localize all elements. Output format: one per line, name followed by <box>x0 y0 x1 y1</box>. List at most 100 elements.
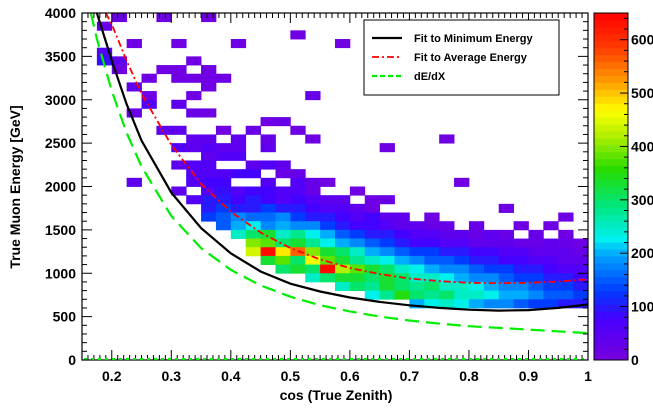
colorbar-label: 100 <box>631 299 653 315</box>
heatmap-cell <box>498 229 514 239</box>
x-tick-label: 0.4 <box>221 368 241 384</box>
heatmap-cell <box>260 221 276 231</box>
heatmap-cell <box>335 195 351 205</box>
heatmap-cell <box>483 247 500 257</box>
heatmap-cell <box>230 221 247 231</box>
color-scale: 0 100 200 300 400 500 600 <box>593 12 653 368</box>
heatmap-cell <box>230 134 247 144</box>
heatmap-cell <box>111 56 128 66</box>
heatmap-cell <box>320 229 336 239</box>
heatmap-cell <box>439 273 455 283</box>
heatmap-cell <box>201 195 217 205</box>
legend-box <box>363 19 560 96</box>
heatmap-cell <box>424 290 440 300</box>
heatmap-cell <box>335 203 351 213</box>
heatmap-cell <box>320 195 336 205</box>
heatmap-cell <box>439 299 455 309</box>
colorbar-segment <box>594 158 628 167</box>
heatmap-cell <box>379 229 395 239</box>
colorbar-frame <box>593 12 629 361</box>
heatmap-cell <box>558 264 574 274</box>
heatmap-cell <box>290 221 306 231</box>
heatmap-cell <box>543 247 559 257</box>
colorbar-segment <box>594 283 628 292</box>
colorbar-segment <box>594 68 628 76</box>
colorbar-segment <box>594 311 628 319</box>
heatmap-cell <box>275 238 291 248</box>
heatmap-cell <box>320 264 336 274</box>
heatmap-cell <box>349 229 366 239</box>
y-tick-label: 3500 <box>45 48 76 64</box>
colorbar-label: 0 <box>631 352 639 368</box>
heatmap-cell <box>394 212 410 222</box>
heatmap-cell <box>379 238 395 248</box>
x-tick-label: 0.8 <box>459 368 479 384</box>
legend: Fit to Minimum Energy Fit to Average Ener… <box>363 19 560 96</box>
heatmap-cell <box>543 290 559 300</box>
heatmap-cell <box>215 73 232 83</box>
heatmap-cell <box>543 238 559 248</box>
heatmap-cell <box>201 177 217 187</box>
heatmap-cell <box>305 195 321 205</box>
colorbar-label: 300 <box>631 192 653 208</box>
heatmap-cell <box>498 281 514 291</box>
heatmap-cell <box>364 290 381 300</box>
colorbar-segment <box>594 186 628 194</box>
heatmap-cell <box>275 264 291 274</box>
heatmap-cell <box>171 160 187 170</box>
heatmap-cell <box>558 247 574 257</box>
heatmap-cell <box>468 264 485 274</box>
heatmap-cell <box>305 221 321 231</box>
colorbar-segment <box>594 47 628 56</box>
heatmap-cell <box>305 203 321 213</box>
colorbar-segment <box>594 124 628 132</box>
colorbar-segment <box>594 89 628 97</box>
colorbar-segment <box>594 103 628 111</box>
heatmap-cell <box>573 273 589 283</box>
heatmap-cell <box>111 13 128 23</box>
heatmap-cell <box>245 247 261 257</box>
heatmap-cell <box>454 281 470 291</box>
heatmap-cell <box>454 247 470 257</box>
heatmap-cell <box>409 273 425 283</box>
x-tick-label: 0.7 <box>400 368 420 384</box>
heatmap-cell <box>349 273 366 283</box>
heatmap-cell <box>349 247 366 257</box>
heatmap-cell <box>543 281 559 291</box>
heatmap-cell <box>305 264 321 274</box>
heatmap-cell <box>201 212 217 222</box>
heatmap-cell <box>558 238 574 248</box>
heatmap-cell <box>439 229 455 239</box>
x-tick-label: 0.5 <box>281 368 301 384</box>
heatmap-cell <box>260 203 276 213</box>
heatmap-cell <box>409 221 425 231</box>
heatmap-cell <box>156 125 172 135</box>
heatmap-cell <box>483 299 500 309</box>
heatmap-cell <box>364 255 381 265</box>
heatmap-cell <box>186 160 202 170</box>
heatmap-cell <box>275 255 291 265</box>
heatmap-cell <box>245 186 261 196</box>
colorbar-segment <box>594 117 628 125</box>
heatmap-cell <box>558 255 574 265</box>
heatmap-cell <box>513 290 529 300</box>
heatmap-cell <box>275 160 291 170</box>
heatmap-cell <box>141 73 157 83</box>
heatmap-cell <box>409 299 425 309</box>
heatmap-cell <box>573 299 589 309</box>
heatmap-cell <box>201 143 217 153</box>
heatmap-cell <box>528 281 544 291</box>
heatmap-cell <box>260 255 276 265</box>
heatmap-cell <box>454 238 470 248</box>
heatmap-cell <box>230 203 247 213</box>
colorbar-segment <box>594 200 628 208</box>
heatmap-cell <box>260 195 276 205</box>
heatmap-cell <box>498 264 514 274</box>
heatmap-cell <box>215 125 232 135</box>
colorbar-segment <box>594 33 628 42</box>
heatmap-cell <box>409 255 425 265</box>
heatmap-cell <box>260 229 276 239</box>
heatmap-cell <box>335 281 351 291</box>
curve-2 <box>89 12 589 335</box>
heatmap-cell <box>528 229 544 239</box>
